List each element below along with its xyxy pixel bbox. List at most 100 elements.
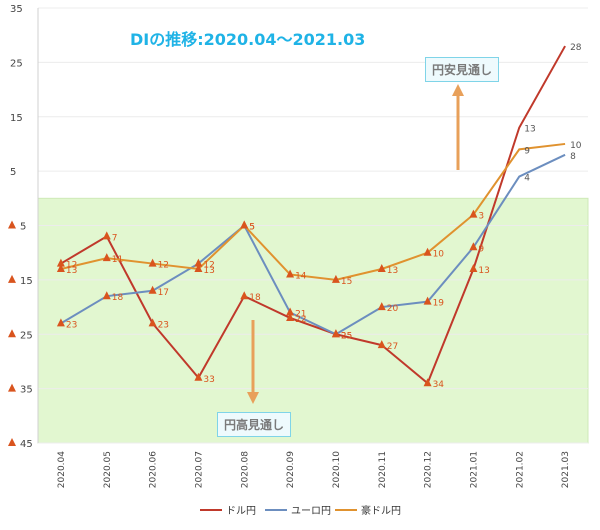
y-tick-label: 5 bbox=[20, 222, 26, 233]
x-tick-label: 2020.05 bbox=[103, 451, 113, 488]
data-label-aud: 15 bbox=[341, 277, 352, 287]
y-tick-marker bbox=[8, 438, 16, 446]
point-marker-eur bbox=[56, 318, 65, 327]
data-label-eur: 18 bbox=[112, 293, 124, 303]
x-tick-label: 2020.11 bbox=[378, 451, 388, 488]
point-marker-usd bbox=[102, 231, 111, 240]
point-marker-eur bbox=[331, 329, 340, 338]
y-tick-label: 35 bbox=[10, 4, 23, 15]
data-label-usd: 12 bbox=[66, 261, 77, 271]
legend-swatch-usd bbox=[200, 508, 222, 511]
data-label-eur: 25 bbox=[341, 331, 352, 341]
y-tick-label: 15 bbox=[10, 113, 23, 124]
y-tick-marker bbox=[8, 220, 16, 229]
data-label-aud: 9 bbox=[524, 146, 530, 156]
data-label-usd: 23 bbox=[158, 320, 169, 330]
y-tick-label: 5 bbox=[10, 167, 16, 178]
x-tick-label: 2021.01 bbox=[469, 451, 479, 488]
legend-swatch-aud bbox=[335, 508, 357, 511]
x-tick-label: 2020.08 bbox=[240, 451, 250, 488]
point-marker-aud bbox=[286, 269, 295, 278]
data-label-eur: 8 bbox=[570, 152, 576, 162]
point-marker-aud bbox=[377, 264, 386, 272]
chart-title: DIの推移:2020.04～2021.03 bbox=[130, 30, 366, 49]
y-tick-marker bbox=[8, 383, 16, 392]
point-marker-usd bbox=[377, 340, 386, 349]
data-label-usd: 33 bbox=[203, 375, 214, 385]
point-marker-usd bbox=[148, 318, 157, 327]
data-label-eur: 5 bbox=[249, 223, 255, 233]
y-tick-label: 35 bbox=[20, 385, 33, 396]
point-marker-eur bbox=[377, 302, 386, 311]
point-marker-usd bbox=[194, 372, 203, 381]
point-marker-usd bbox=[469, 264, 478, 272]
series-line-eur bbox=[60, 153, 566, 336]
data-label-aud: 10 bbox=[433, 250, 445, 260]
series-line-usd bbox=[60, 45, 566, 385]
y-tick-label: 45 bbox=[20, 439, 33, 450]
data-label-eur: 4 bbox=[524, 174, 530, 184]
x-tick-label: 2020.12 bbox=[424, 451, 434, 488]
data-label-eur: 20 bbox=[387, 304, 399, 314]
point-marker-eur bbox=[286, 307, 295, 316]
data-label-aud: 10 bbox=[570, 141, 582, 151]
legend-item-usd: ドル円 bbox=[200, 502, 256, 517]
x-tick-label: 2020.04 bbox=[57, 451, 67, 488]
data-label-usd: 13 bbox=[478, 266, 489, 276]
point-marker-aud bbox=[194, 264, 203, 272]
point-marker-eur bbox=[423, 296, 432, 305]
data-label-aud: 13 bbox=[66, 266, 77, 276]
point-marker-usd bbox=[240, 291, 249, 300]
point-marker-usd bbox=[56, 258, 65, 267]
data-label-eur: 19 bbox=[433, 299, 445, 309]
data-label-usd: 27 bbox=[387, 342, 398, 352]
data-label-aud: 5 bbox=[249, 223, 255, 233]
x-tick-label: 2020.10 bbox=[332, 451, 342, 488]
legend-label-usd: ドル円 bbox=[226, 506, 256, 517]
point-marker-eur bbox=[102, 291, 111, 300]
legend-item-aud: 豪ドル円 bbox=[335, 502, 401, 517]
y-tick-label: 15 bbox=[20, 276, 33, 287]
legend-label-eur: ユーロ円 bbox=[291, 506, 331, 517]
data-label-usd: 13 bbox=[524, 125, 535, 135]
data-label-usd: 22 bbox=[295, 315, 306, 325]
point-marker-aud bbox=[331, 274, 340, 283]
down-arrow-head bbox=[247, 392, 259, 404]
point-marker-eur bbox=[148, 285, 157, 294]
data-label-eur: 12 bbox=[203, 261, 214, 271]
yen-strong-callout: 円高見通し bbox=[217, 412, 292, 437]
data-label-eur: 23 bbox=[66, 320, 77, 330]
data-label-usd: 18 bbox=[249, 293, 261, 303]
x-tick-label: 2020.07 bbox=[194, 451, 204, 488]
x-tick-label: 2020.06 bbox=[149, 451, 159, 488]
legend-label-aud: 豪ドル円 bbox=[361, 506, 401, 517]
y-tick-label: 25 bbox=[10, 58, 23, 69]
point-marker-aud bbox=[56, 264, 65, 272]
data-label-aud: 12 bbox=[158, 261, 169, 271]
yen-weak-callout: 円安見通し bbox=[425, 57, 500, 82]
point-marker-usd bbox=[286, 312, 295, 321]
y-tick-marker bbox=[8, 274, 16, 283]
data-label-usd: 25 bbox=[341, 331, 352, 341]
y-tick-label: 25 bbox=[20, 330, 33, 341]
legend-swatch-eur bbox=[265, 508, 287, 511]
data-label-aud: 14 bbox=[295, 271, 307, 281]
legend-item-eur: ユーロ円 bbox=[265, 502, 331, 517]
up-arrow-head bbox=[452, 84, 464, 96]
positive-zone bbox=[38, 8, 588, 199]
x-tick-label: 2021.03 bbox=[561, 451, 571, 488]
data-label-eur: 17 bbox=[158, 288, 169, 298]
data-label-aud: 11 bbox=[112, 255, 123, 265]
series-line-aud bbox=[60, 142, 566, 281]
data-label-aud: 13 bbox=[203, 266, 214, 276]
data-label-eur: 21 bbox=[295, 310, 306, 320]
data-label-aud: 3 bbox=[478, 212, 484, 222]
x-tick-label: 2021.02 bbox=[515, 451, 525, 488]
point-marker-usd bbox=[423, 378, 432, 387]
data-label-eur: 9 bbox=[478, 244, 484, 254]
data-label-usd: 7 bbox=[112, 233, 118, 243]
data-label-aud: 13 bbox=[387, 266, 398, 276]
point-marker-aud bbox=[102, 253, 111, 262]
point-marker-aud bbox=[240, 220, 249, 229]
